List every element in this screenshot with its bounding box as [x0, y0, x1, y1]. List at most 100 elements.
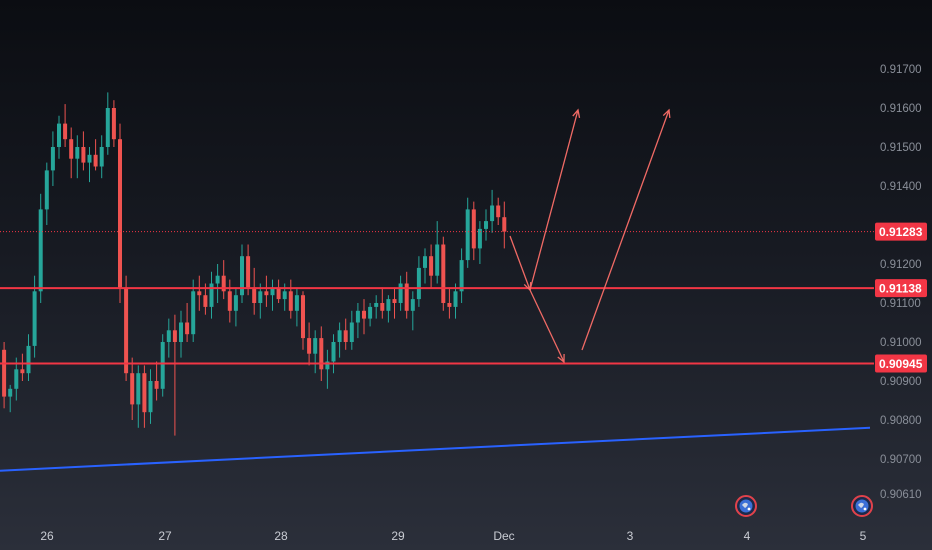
candle — [44, 162, 49, 225]
candle-body — [81, 147, 86, 163]
candle — [374, 295, 379, 319]
candle — [57, 115, 61, 159]
candle — [435, 221, 440, 284]
candle — [185, 303, 190, 342]
candle — [496, 197, 501, 225]
candle-body — [136, 373, 141, 405]
candle-body — [172, 330, 177, 342]
candle — [136, 365, 141, 428]
candle-body — [484, 221, 488, 229]
candle-body — [154, 381, 159, 389]
candle — [2, 342, 7, 409]
time-axis[interactable]: 26 27 28 29 Dec 3 4 5 — [40, 529, 866, 543]
candle — [404, 271, 409, 319]
candle-body — [63, 123, 68, 140]
candle — [301, 291, 305, 350]
candle — [325, 349, 330, 389]
candle — [471, 201, 476, 261]
candle-body — [423, 256, 427, 268]
price-tag-label: 0.91283 — [879, 225, 923, 239]
price-tick-label: 0.91600 — [880, 103, 922, 115]
candle — [118, 123, 122, 303]
price-tick-label: 0.90700 — [880, 454, 922, 466]
candle — [386, 295, 391, 323]
candle — [337, 322, 342, 358]
candle-body — [93, 154, 98, 167]
candle — [349, 310, 354, 350]
candle — [105, 92, 110, 155]
candle-body — [410, 299, 415, 311]
price-tag-label: 0.91138 — [879, 282, 922, 296]
globe-icon[interactable] — [735, 495, 757, 517]
candle-body — [75, 147, 80, 159]
price-tag — [875, 279, 927, 298]
candle-body — [490, 205, 495, 222]
candle-body — [8, 388, 13, 397]
candle-body — [38, 209, 43, 292]
candle-body — [209, 283, 214, 307]
candle — [398, 275, 403, 311]
time-tick-label: 3 — [627, 529, 634, 543]
candle — [410, 291, 415, 331]
candle — [484, 209, 488, 241]
candle-body — [496, 205, 501, 218]
candle — [63, 104, 68, 147]
candle — [441, 236, 446, 311]
candle-body — [166, 330, 171, 342]
projection-arrows — [509, 108, 671, 364]
candle-body — [398, 283, 403, 303]
candle-body — [355, 310, 360, 323]
time-tick-label: 27 — [158, 529, 172, 543]
candles-layer — [2, 92, 507, 436]
time-tick-label: 29 — [391, 529, 405, 543]
candle-body — [197, 291, 202, 296]
candle — [240, 244, 244, 303]
candle — [447, 287, 452, 319]
candle — [124, 275, 129, 381]
candle — [294, 287, 299, 327]
candle — [502, 201, 507, 249]
candle-body — [294, 295, 299, 311]
candle-body — [69, 139, 74, 159]
candle-body — [343, 330, 348, 342]
candle — [453, 283, 458, 319]
candle — [26, 334, 31, 381]
candle — [160, 334, 165, 397]
candle-body — [32, 291, 37, 346]
candle — [319, 326, 324, 381]
candle-body — [258, 291, 263, 303]
candle-body — [459, 260, 464, 292]
price-tick-label: 0.91000 — [880, 337, 922, 349]
trendline[interactable] — [0, 426, 871, 472]
candle-body — [477, 228, 482, 249]
candle-body — [276, 287, 281, 300]
candle — [490, 189, 495, 233]
candle-body — [325, 361, 330, 370]
candle-body — [288, 291, 293, 311]
candle-body — [386, 299, 391, 311]
price-axis[interactable]: 0.91700 0.91600 0.91500 0.91400 0.91200 0.911… — [880, 64, 922, 501]
candle — [93, 139, 98, 171]
candle-body — [50, 147, 55, 171]
candle-body — [20, 369, 25, 374]
time-tick-label: 28 — [274, 529, 288, 543]
candle — [270, 279, 275, 311]
candle-body — [160, 342, 165, 389]
globe-icon[interactable] — [851, 495, 873, 517]
candle-body — [179, 322, 183, 342]
arrow-head — [557, 353, 565, 364]
candle-body — [471, 209, 476, 249]
candle — [20, 353, 25, 381]
candle — [87, 147, 92, 183]
price-tags: 0.91283 0.91138 0.90945 — [875, 222, 927, 373]
candle-body — [227, 291, 232, 311]
event-badges[interactable] — [735, 495, 873, 517]
candle — [179, 310, 183, 358]
candle-body — [105, 108, 110, 147]
candle — [307, 322, 312, 366]
candle — [50, 131, 55, 186]
candle-body — [233, 295, 238, 311]
candle-body — [349, 322, 354, 342]
